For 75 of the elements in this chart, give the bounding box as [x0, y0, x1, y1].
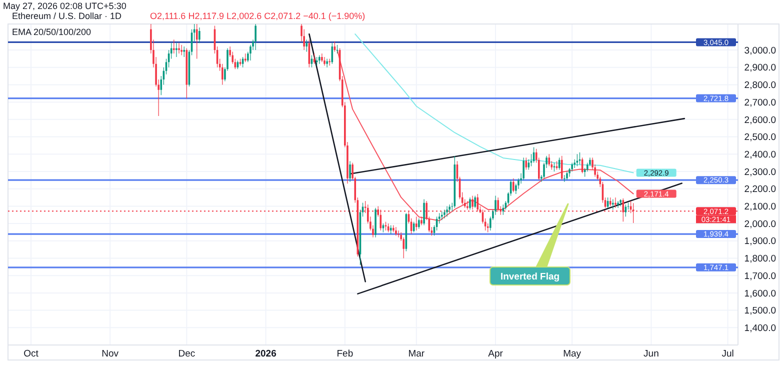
candlestick: [522, 158, 524, 180]
text: May 27, 2026 02:08 UTC+5:30: [3, 1, 126, 12]
candlestick: [244, 53, 246, 62]
text: O2,111.6 H2,117.9 L2,002.6 C2,071.2 −40.1 (−1.90%): [150, 11, 366, 22]
candlestick: [183, 46, 186, 57]
candlestick: [512, 178, 514, 192]
candlestick: [178, 43, 180, 54]
candlestick: [474, 196, 476, 208]
y-tick-label: 1,800.0: [744, 254, 776, 265]
candlestick: [448, 204, 450, 214]
y-tick-label: 2,500.0: [744, 132, 776, 144]
candlestick: [609, 198, 612, 206]
candlestick: [466, 200, 468, 210]
candlestick: [180, 44, 182, 56]
x-tick-label: 2026: [255, 348, 276, 360]
candlestick: [566, 171, 568, 180]
candlestick: [374, 208, 376, 238]
x-tick-label: Oct: [24, 348, 39, 360]
line-series: [354, 34, 634, 174]
candlestick: [326, 58, 328, 68]
x-tick-label: Mar: [408, 348, 425, 360]
candlestick: [324, 56, 326, 66]
y-tick-label: 3,000.0: [744, 45, 776, 56]
candlestick: [612, 199, 614, 210]
candlestick: [415, 216, 418, 230]
candlestick: [441, 211, 443, 220]
y-tick-label: 1,700.0: [744, 270, 776, 282]
candlestick: [321, 53, 323, 62]
x-tick-label: May: [563, 348, 582, 360]
y-tick-label: 1,900.0: [744, 236, 776, 248]
y-tick-label: 1,600.0: [744, 288, 776, 300]
candlestick: [560, 156, 563, 180]
line-series: [336, 50, 634, 222]
y-tick-label: 2,800.0: [744, 80, 776, 92]
x-tick-label: Nov: [102, 348, 119, 360]
chart-subtitle: EMA 20/50/100/200: [12, 27, 92, 38]
candlestick: [469, 198, 471, 210]
candlestick: [318, 55, 320, 64]
y-tick-label: 1,500.0: [744, 306, 776, 317]
y-tick-label: 2,200.0: [744, 184, 776, 196]
candlestick: [548, 154, 550, 166]
candlestick: [525, 158, 528, 170]
candlestick: [420, 216, 422, 226]
candlestick: [620, 199, 622, 206]
y-tick-label: 2,000.0: [744, 218, 776, 230]
candlestick: [392, 225, 394, 232]
x-tick-label: Feb: [336, 348, 354, 360]
x-tick-label: Apr: [488, 348, 503, 360]
candlestick: [614, 198, 616, 208]
x-tick-label: Dec: [178, 348, 196, 360]
annotation: Inverted Flag: [500, 271, 560, 282]
candlestick: [390, 225, 392, 234]
candlestick: [349, 161, 351, 182]
y-tick-label: 2,300.0: [744, 166, 776, 178]
candlestick: [444, 210, 446, 218]
candlestick: [306, 40, 308, 52]
y-tick-label: 2,900.0: [744, 62, 776, 74]
candlestick: [423, 199, 425, 226]
candlestick: [176, 43, 178, 57]
candlestick: [446, 206, 448, 217]
y-tick-label: 2,400.0: [744, 149, 776, 160]
candlestick: [395, 227, 397, 236]
y-tick-label: 2,600.0: [744, 114, 776, 126]
y-tick-label: 1,400.0: [744, 322, 776, 334]
x-tick-label: Jul: [722, 348, 734, 360]
y-tick-label: 2,700.0: [744, 97, 776, 108]
candlestick: [196, 24, 198, 59]
candlestick: [254, 24, 256, 50]
x-tick-label: Jun: [644, 348, 659, 360]
chart-title: Ethereum / U.S. Dollar · 1D: [12, 11, 122, 22]
y-tick-label: 2,100.0: [744, 202, 776, 213]
candlestick: [418, 218, 420, 229]
candlestick: [617, 200, 619, 208]
candlestick: [398, 230, 400, 238]
candlestick: [198, 27, 200, 44]
